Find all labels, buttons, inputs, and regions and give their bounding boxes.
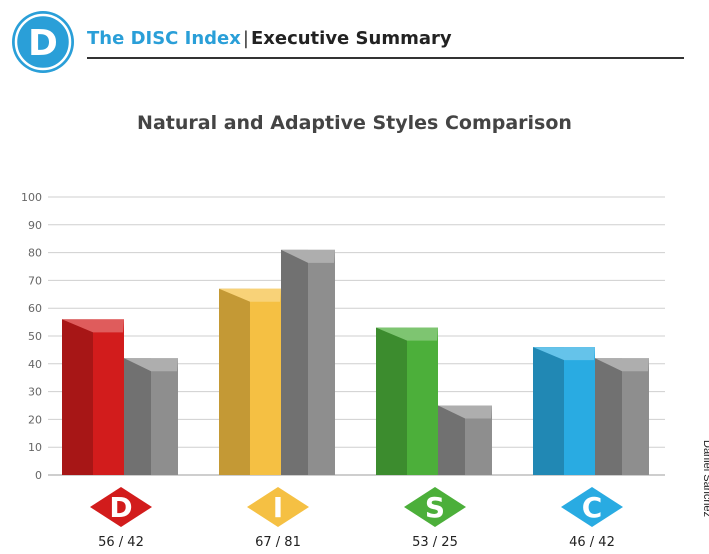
person-name: Daniel Sanchez xyxy=(701,440,709,518)
y-tick-label: 0 xyxy=(35,469,42,482)
value-label: 67 / 81 xyxy=(255,535,301,550)
bar-shadow-face xyxy=(62,319,93,475)
y-tick-label: 40 xyxy=(28,358,42,371)
badge-c: C xyxy=(561,487,623,527)
bar-natural-d xyxy=(62,319,124,475)
bar-shadow-face xyxy=(281,249,308,475)
badge-diamond xyxy=(404,487,466,527)
badge-diamond xyxy=(247,487,309,527)
chart-title: Natural and Adaptive Styles Comparison xyxy=(137,112,572,134)
brand-name: The DISC Index xyxy=(87,28,241,49)
y-tick-label: 80 xyxy=(28,247,42,260)
disc-logo: D xyxy=(12,11,74,73)
y-tick-label: 70 xyxy=(28,274,42,287)
y-tick-label: 50 xyxy=(28,330,42,343)
header-separator: | xyxy=(242,28,249,49)
category-label: C xyxy=(582,491,603,524)
y-tick-label: 100 xyxy=(21,191,42,204)
bar-right-face xyxy=(564,347,595,475)
badge-d: D xyxy=(90,487,152,527)
logo-outer-circle xyxy=(12,11,74,73)
page-header-title: The DISC Index | Executive Summary xyxy=(87,27,452,51)
bar-adaptive-i xyxy=(281,249,335,475)
section-name: Executive Summary xyxy=(250,28,452,49)
value-label: 56 / 42 xyxy=(98,535,144,550)
bar-top-bevel xyxy=(595,358,649,372)
bar-top-bevel xyxy=(124,358,178,372)
bar-shadow-face xyxy=(124,358,151,475)
badge-i: I xyxy=(247,487,309,527)
bar-right-face xyxy=(622,358,649,475)
bar-right-face xyxy=(250,288,281,475)
category-label: I xyxy=(273,491,283,524)
y-tick-label: 30 xyxy=(28,386,42,399)
y-tick-label: 60 xyxy=(28,302,42,315)
bar-adaptive-s xyxy=(438,405,492,475)
bar-top-bevel xyxy=(219,288,281,302)
bar-adaptive-c xyxy=(595,358,649,475)
bar-top-bevel xyxy=(281,249,335,263)
bar-shadow-face xyxy=(219,288,250,475)
header-divider xyxy=(87,57,684,59)
category-label: D xyxy=(109,491,132,524)
y-tick-label: 10 xyxy=(28,441,42,454)
bar-right-face xyxy=(151,358,178,475)
bar-natural-c xyxy=(533,347,595,475)
y-tick-label: 90 xyxy=(28,219,42,232)
bar-shadow-face xyxy=(595,358,622,475)
bar-natural-s xyxy=(376,327,438,475)
bar-layer xyxy=(62,249,649,475)
bar-right-face xyxy=(93,319,124,475)
category-label: S xyxy=(425,491,445,524)
bar-top-bevel xyxy=(376,327,438,341)
bar-shadow-face xyxy=(533,347,564,475)
badge-s: S xyxy=(404,487,466,527)
bar-right-face xyxy=(407,327,438,475)
bar-adaptive-d xyxy=(124,358,178,475)
bar-top-bevel xyxy=(62,319,124,333)
y-tick-label: 20 xyxy=(28,413,42,426)
logo-ring xyxy=(14,13,72,71)
value-label: 53 / 25 xyxy=(412,535,458,550)
bar-shadow-face xyxy=(376,327,407,475)
bar-top-bevel xyxy=(438,405,492,419)
bar-natural-i xyxy=(219,288,281,475)
bar-top-bevel xyxy=(533,347,595,361)
bar-right-face xyxy=(308,249,335,475)
badge-diamond xyxy=(90,487,152,527)
bar-shadow-face xyxy=(438,405,465,475)
badge-layer: D 56 / 42 I 67 / 81 S 53 / 25 C 46 / 42 xyxy=(90,487,623,550)
badge-diamond xyxy=(561,487,623,527)
value-label: 46 / 42 xyxy=(569,535,615,550)
logo-letter: D xyxy=(28,23,58,64)
